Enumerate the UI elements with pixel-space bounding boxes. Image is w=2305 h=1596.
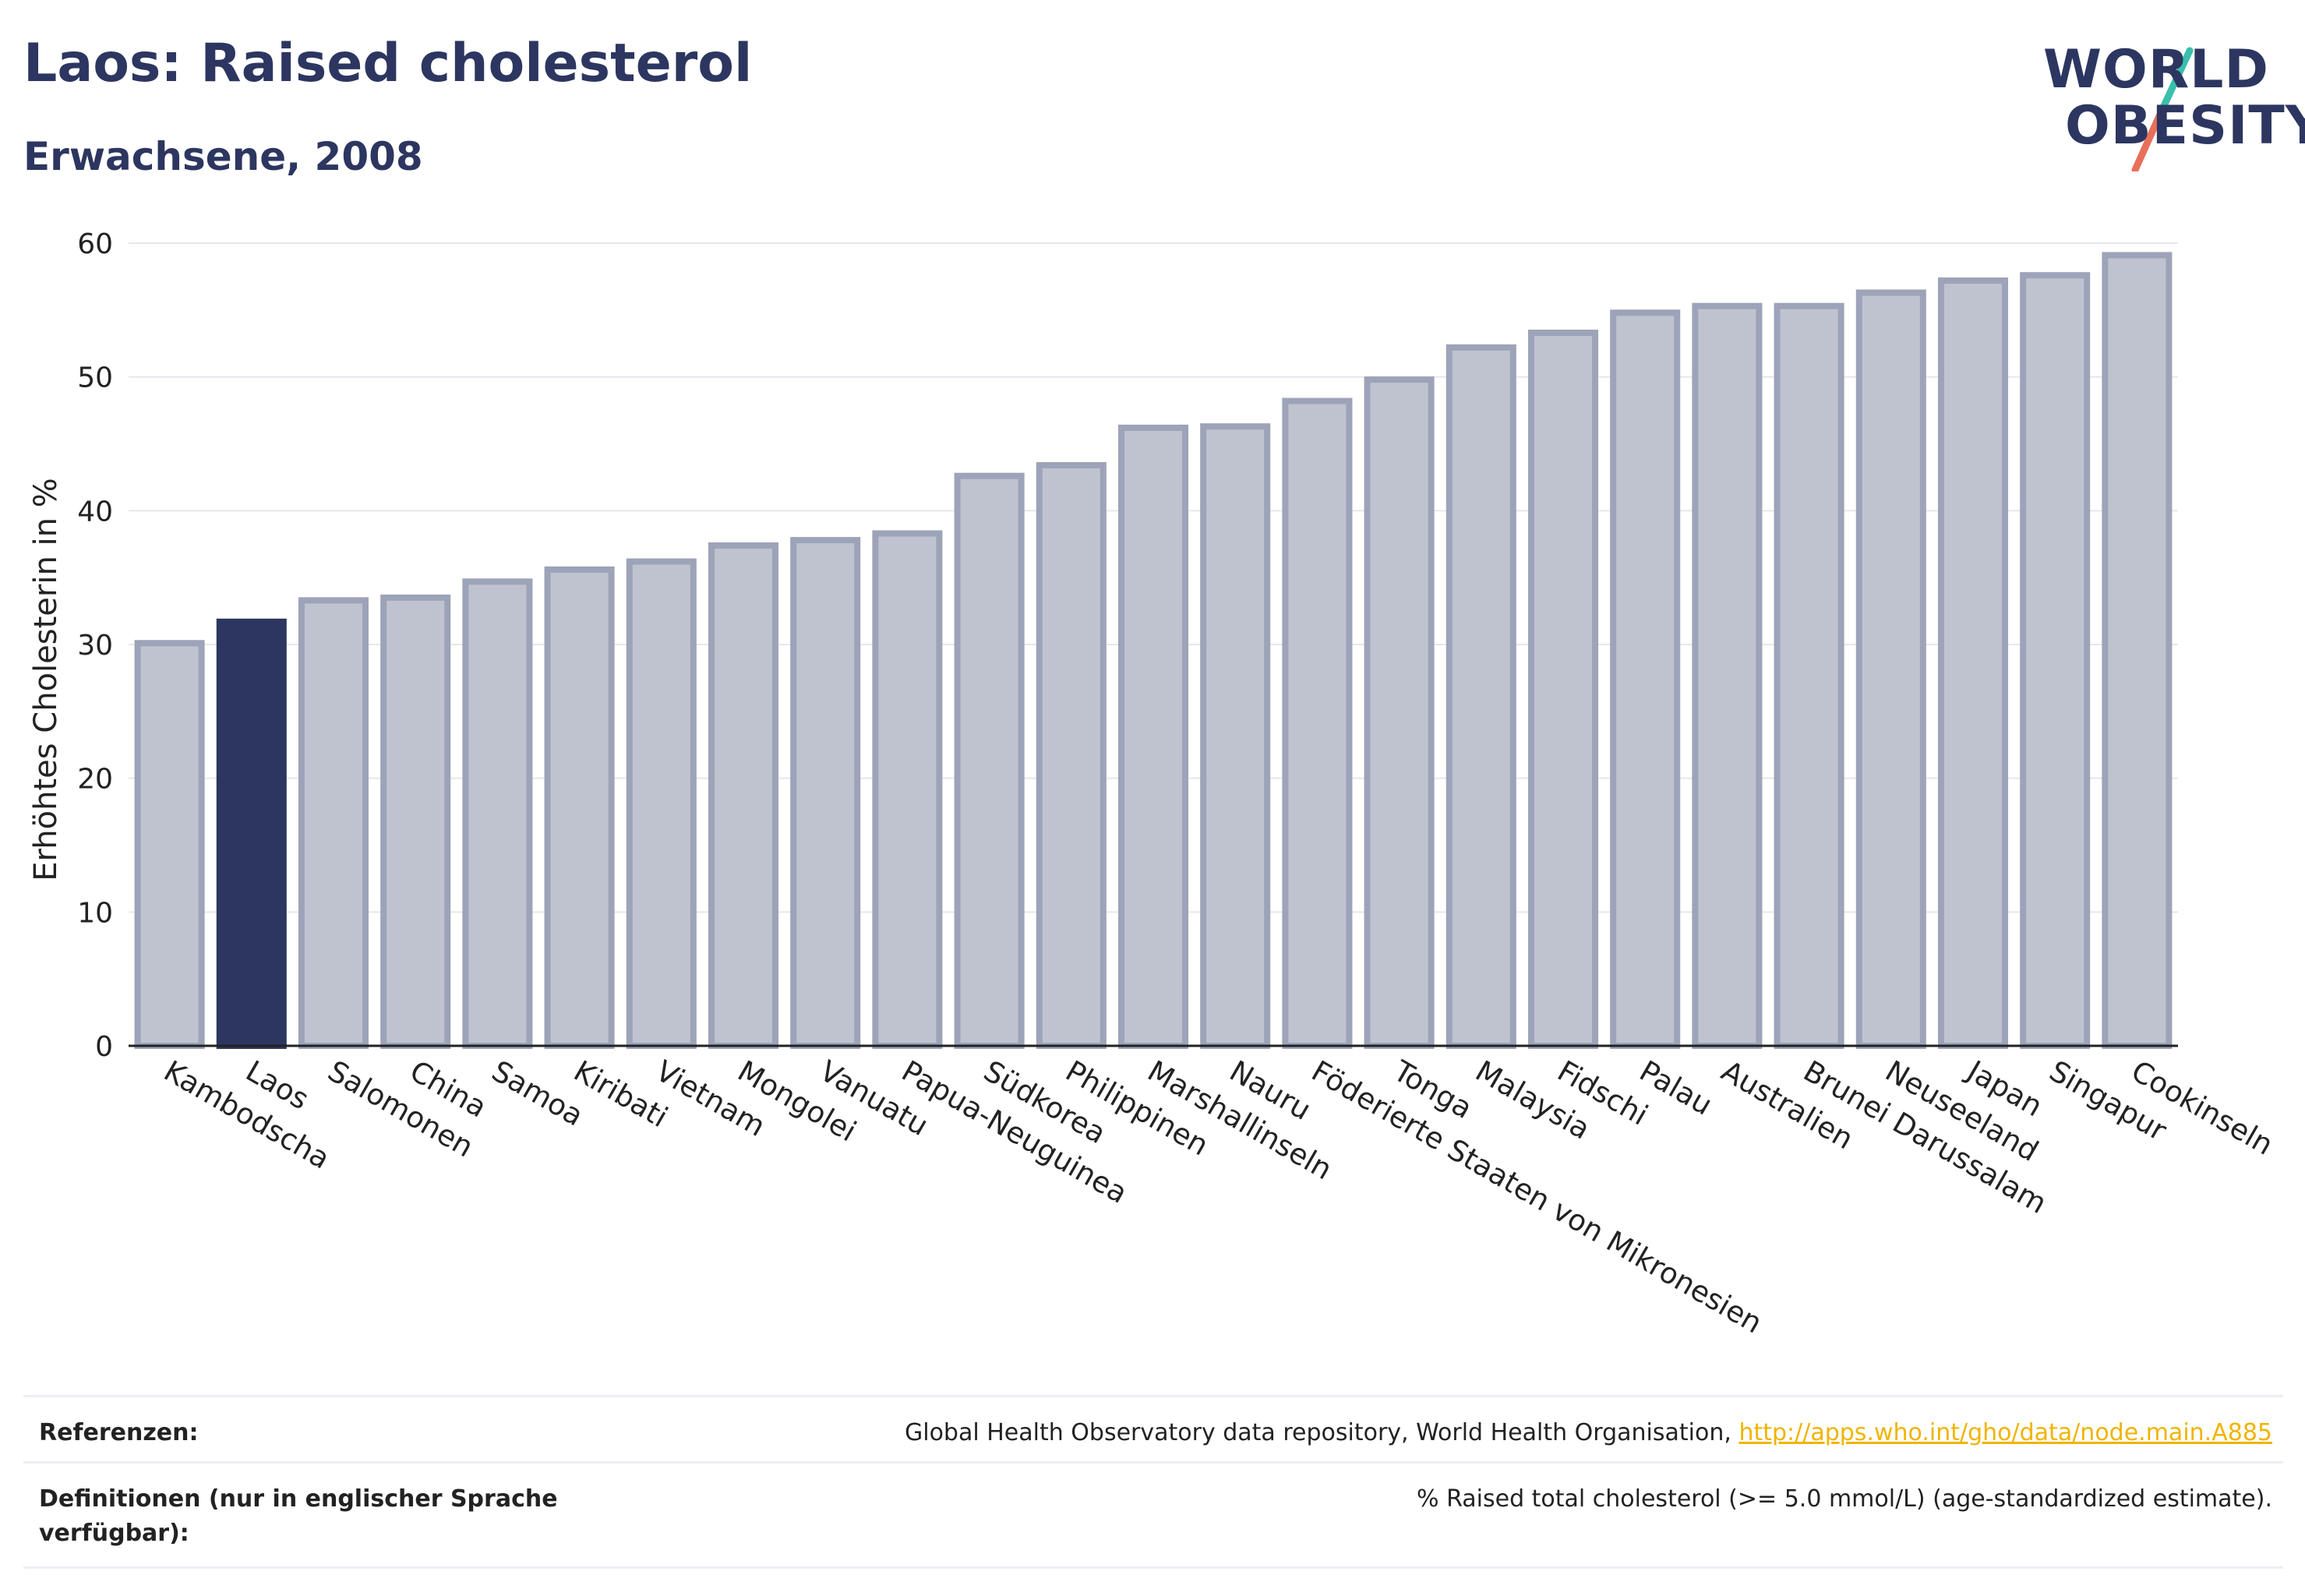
y-tick-label: 50 [77,362,113,394]
bar-salomonen [298,597,369,1050]
logo-word-world: WORLD [2043,39,2269,101]
y-tick-label: 60 [77,228,113,260]
chart-subtitle: Erwachsene, 2008 [23,134,423,179]
bar-china [380,594,451,1049]
y-tick-label: 10 [77,897,113,929]
y-axis-ticks: 0 10 20 30 40 50 60 [77,228,113,1063]
bar-laos [216,618,287,1049]
y-axis-title: Erhöhtes Cholesterin in % [28,478,64,881]
logo-word-obesity: OBESITY [2065,95,2305,157]
bar-papua-neuguinea [872,530,943,1049]
definitions-row: Definitionen (nur in englischer Sprache … [23,1461,2283,1569]
references-link[interactable]: http://apps.who.int/gho/data/node.main.A… [1738,1419,2272,1446]
bar-mongolei [708,542,779,1049]
bar-vanuatu [790,537,861,1050]
y-tick-label: 0 [95,1031,113,1063]
bar-brunei-darussalam [1774,302,1844,1049]
footer-table: Referenzen: Global Health Observatory da… [23,1395,2283,1569]
bar-kambodscha [134,640,205,1049]
bar-samoa [462,578,533,1050]
references-text: Global Health Observatory data repositor… [905,1419,1731,1446]
references-label: Referenzen: [39,1419,199,1446]
y-tick-label: 30 [77,630,113,662]
bar-singapur [2020,272,2091,1049]
bar-marshallinseln [1117,424,1189,1049]
y-tick-label: 20 [77,764,113,796]
bar-südkorea [954,472,1025,1049]
x-tick-label: Samoa [486,1054,589,1133]
x-tick-label: Kiribati [568,1054,673,1135]
bar-föderierte-staaten-von-mikronesien [1282,397,1353,1050]
definitions-label: Definitionen (nur in englischer Sprache … [39,1485,558,1547]
bar-fidschi [1527,330,1599,1049]
bar-malaysia [1445,344,1516,1049]
bar-kiribati [544,566,615,1050]
bar-vietnam [626,558,697,1050]
bar-japan [1937,277,2009,1050]
bar-tonga [1364,376,1435,1050]
references-value: Global Health Observatory data repositor… [905,1416,2272,1450]
definitions-value: % Raised total cholesterol (>= 5.0 mmol/… [1417,1485,2272,1513]
bar-palau [1610,309,1681,1049]
bar-australien [1692,302,1763,1049]
bar-nauru [1200,423,1271,1049]
logo-slash-icon [2131,47,2194,171]
bar-neuseeland [1855,289,1926,1050]
y-tick-label: 40 [77,496,113,528]
bar-cookinseln [2102,252,2173,1049]
chart-title: Laos: Raised cholesterol [23,33,753,94]
bar-philippinen [1036,461,1107,1049]
bars [134,252,2173,1050]
world-obesity-logo: WORLD OBESITY [2034,31,2305,171]
references-row: Referenzen: Global Health Observatory da… [23,1395,2283,1461]
